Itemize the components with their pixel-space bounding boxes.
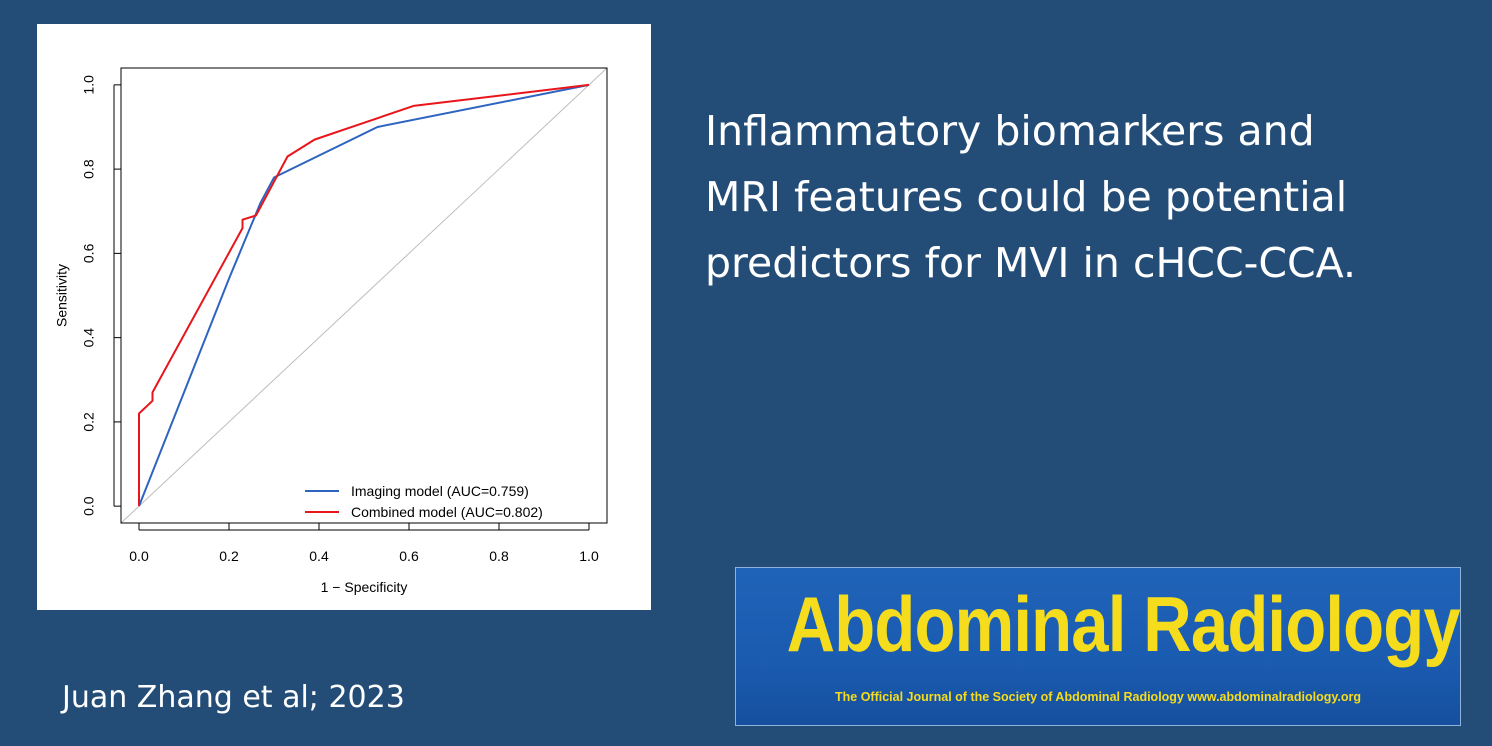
y-tick-label: 1.0 [81, 75, 97, 95]
roc-chart: 0.0 0.2 0.4 0.6 0.8 1.0 0.0 0.2 0.4 0.6 0.8 1.0 1 − … [54, 67, 608, 595]
journal-name: Abdominal Radiology [786, 580, 1461, 668]
headline-line-2: MRI features could be potential [705, 173, 1348, 221]
journal-logo: Abdominal Radiology The Official Journal… [735, 567, 1461, 726]
x-tick-label: 0.2 [219, 548, 239, 564]
y-axis-title: Sensitivity [54, 264, 70, 327]
x-axis-title: 1 − Specificity [321, 579, 408, 595]
legend-label-combined: Combined model (AUC=0.802) [351, 504, 543, 520]
x-tick-label: 0.6 [399, 548, 419, 564]
x-tick-label: 0.4 [309, 548, 329, 564]
roc-chart-panel: 0.0 0.2 0.4 0.6 0.8 1.0 0.0 0.2 0.4 0.6 0.8 1.0 1 − … [37, 24, 651, 610]
y-tick-label: 0.8 [81, 159, 97, 179]
journal-tagline: The Official Journal of the Society of A… [835, 690, 1361, 704]
combined-model-line [138, 83, 590, 507]
y-tick-label: 0.2 [81, 412, 97, 432]
citation: Juan Zhang et al; 2023 [62, 680, 405, 715]
headline-line-1: Inflammatory biomarkers and [705, 107, 1315, 155]
x-tick-label: 0.8 [489, 548, 509, 564]
reference-diagonal-line [120, 67, 608, 524]
headline-line-3: predictors for MVI in cHCC-CCA. [705, 239, 1356, 287]
y-tick-label: 0.0 [81, 496, 97, 516]
legend-label-imaging: Imaging model (AUC=0.759) [351, 483, 529, 499]
x-tick-label: 0.0 [129, 548, 149, 564]
y-tick-label: 0.4 [81, 328, 97, 348]
headline: Inflammatory biomarkers and MRI features… [705, 98, 1465, 296]
x-tick-label: 1.0 [579, 548, 599, 564]
plot-frame [120, 67, 608, 524]
y-tick-label: 0.6 [81, 243, 97, 263]
imaging-model-line [138, 83, 590, 507]
